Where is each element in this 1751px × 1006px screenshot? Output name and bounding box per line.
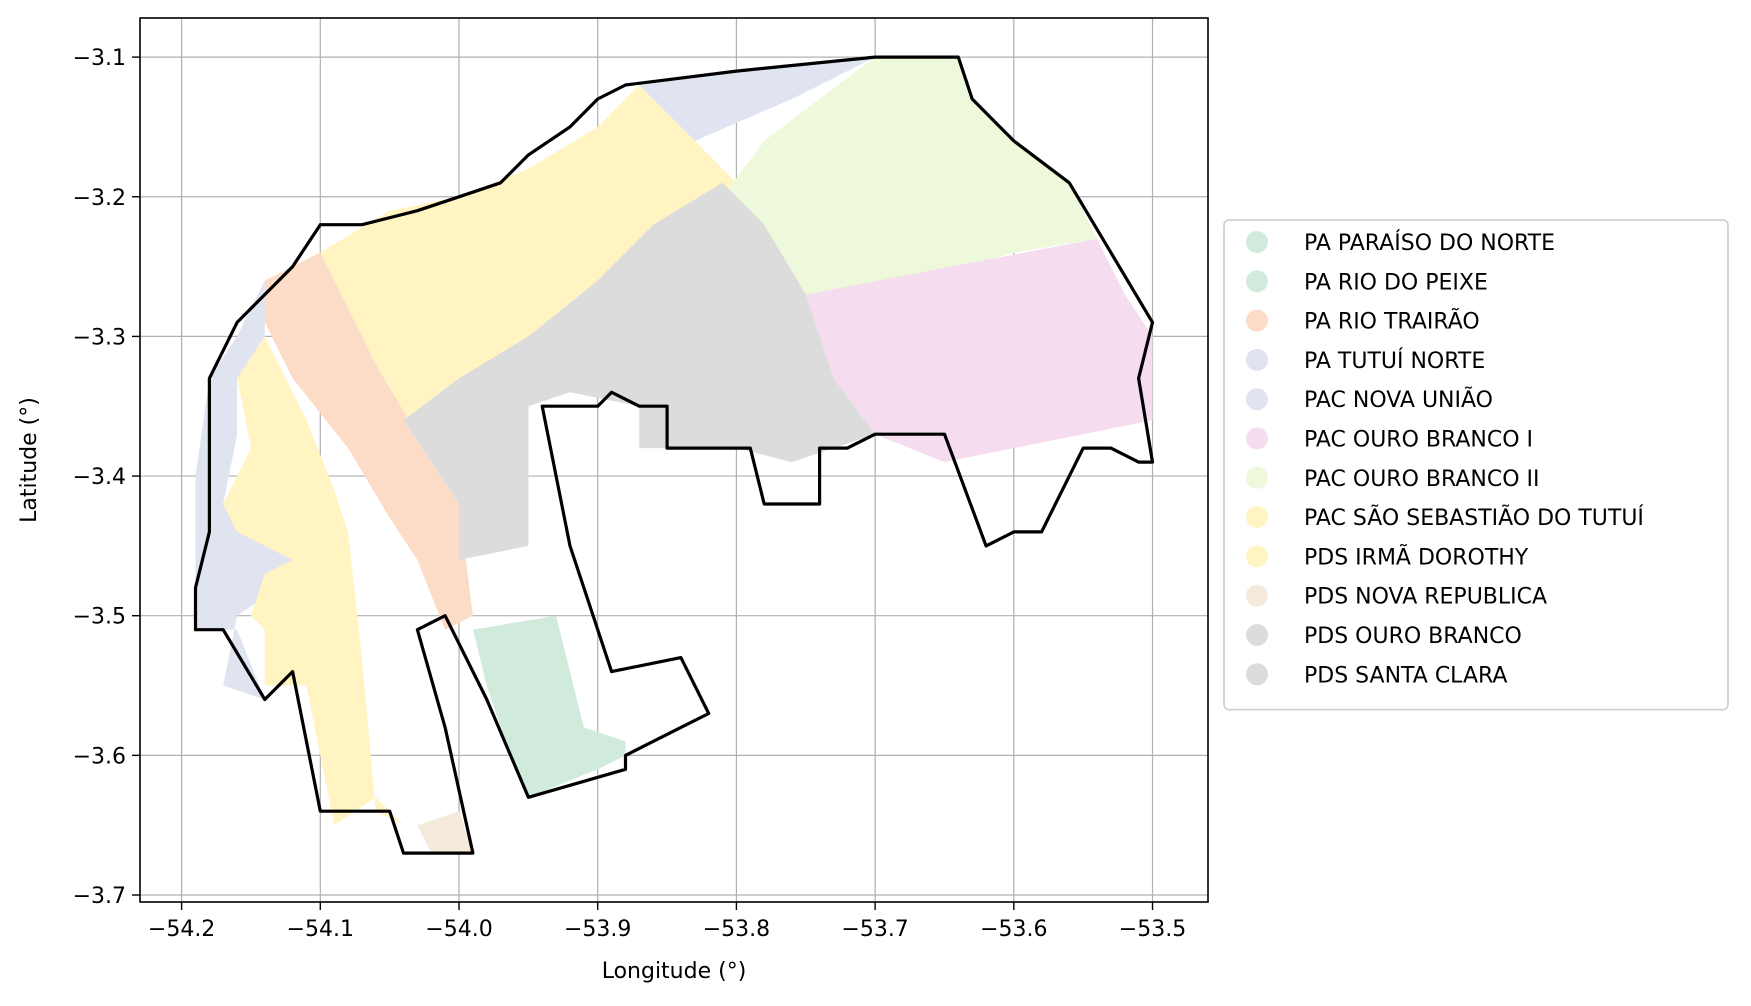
legend-marker	[1246, 506, 1268, 529]
y-tick-label: −3.2	[73, 186, 126, 211]
legend-marker	[1246, 270, 1268, 293]
legend-marker	[1246, 466, 1268, 489]
legend-marker	[1246, 584, 1268, 607]
x-tick-label: −53.7	[841, 917, 908, 942]
x-tick-label: −54.2	[148, 917, 215, 942]
x-tick-label: −54.0	[425, 917, 492, 942]
x-tick-label: −53.8	[703, 917, 770, 942]
legend-marker	[1246, 388, 1268, 411]
legend-entry: PDS IRMÃ DOROTHY	[1304, 543, 1529, 570]
boundary-outline	[193, 55, 1155, 855]
region-polygon	[805, 238, 1153, 463]
legend-entry: PA PARAÍSO DO NORTE	[1304, 230, 1555, 256]
legend-entry: PAC SÃO SEBASTIÃO DO TUTUÍ	[1304, 504, 1644, 531]
x-tick-label: −53.9	[564, 917, 631, 942]
x-axis-label: Longitude (°)	[602, 959, 747, 984]
legend-entry: PAC NOVA UNIÃO	[1304, 386, 1493, 413]
legend: PA PARAÍSO DO NORTE PA RIO DO PEIXE PA RIO…	[1223, 219, 1729, 711]
legend-entry: PAC OURO BRANCO II	[1304, 467, 1540, 492]
settlement-regions	[195, 57, 1153, 854]
legend-entry: PA RIO TRAIRÃO	[1304, 308, 1480, 335]
x-tick-label: −53.6	[980, 917, 1047, 942]
legend-marker	[1246, 624, 1268, 646]
legend-entry: PDS SANTA CLARA	[1304, 663, 1507, 688]
y-tick-label: −3.6	[73, 744, 126, 769]
y-tick-label: −3.1	[73, 46, 126, 71]
region-polygon	[417, 811, 473, 854]
legend-entry: PDS OURO BRANCO	[1304, 624, 1522, 649]
legend-entry: PAC OURO BRANCO I	[1304, 428, 1533, 453]
region-polygon	[195, 280, 307, 700]
legend-marker	[1246, 545, 1268, 568]
region-polygon	[403, 182, 876, 560]
region-polygon	[320, 85, 737, 435]
y-axis-label: Latitude (°)	[17, 397, 42, 523]
legend-entry: PA TUTUÍ NORTE	[1304, 348, 1485, 374]
region-polygon	[639, 57, 876, 141]
region-polygon	[264, 252, 473, 630]
region-polygon	[472, 615, 626, 798]
legend-marker	[1246, 427, 1268, 450]
y-tick-label: −3.4	[73, 465, 126, 490]
legend-marker	[1246, 309, 1268, 332]
legend-marker	[1246, 231, 1268, 253]
x-tick-label: −54.1	[287, 917, 354, 942]
legend-marker	[1246, 348, 1268, 371]
legend-entry: PA RIO DO PEIXE	[1304, 270, 1488, 295]
plot-frame	[139, 17, 1209, 903]
legend-marker	[1246, 663, 1268, 686]
y-tick-label: −3.5	[73, 605, 126, 630]
legend-entry: PDS NOVA REPUBLICA	[1304, 585, 1547, 610]
region-polygon	[722, 57, 1097, 295]
y-tick-label: −3.3	[73, 325, 126, 350]
y-tick-label: −3.7	[73, 884, 126, 909]
legend-box	[1223, 219, 1729, 711]
axis-ticks: −54.2 −54.1 −54.0 −53.9 −53.8 −53.7 −53.6 −53.5…	[73, 46, 1187, 942]
region-polygon	[223, 336, 404, 826]
study-area-boundary	[193, 55, 1155, 855]
x-tick-label: −53.5	[1119, 917, 1186, 942]
